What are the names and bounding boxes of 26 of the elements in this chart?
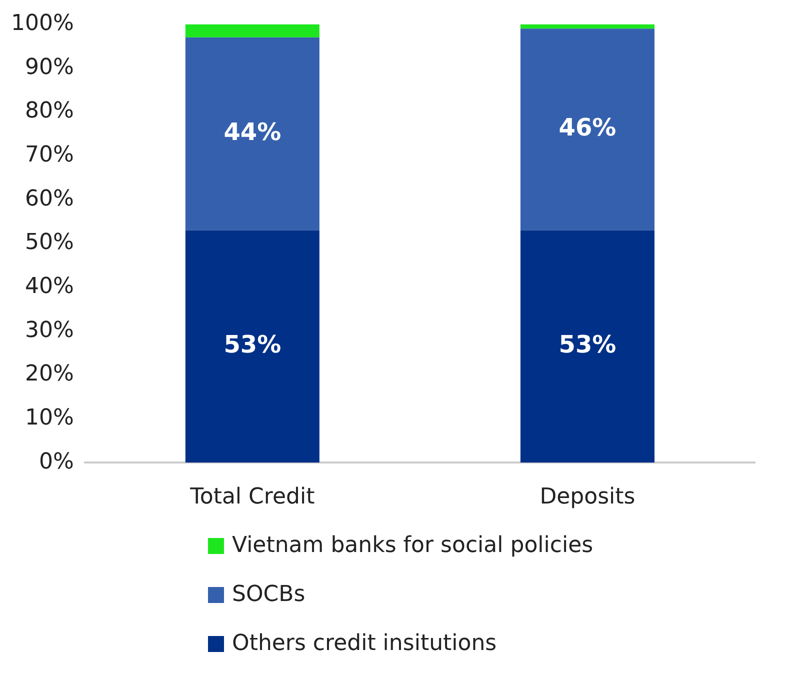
data-label: 53% <box>224 330 282 359</box>
legend-label: Vietnam banks for social policies <box>232 533 594 558</box>
bar <box>185 230 320 463</box>
y-tick-label: 50% <box>24 230 74 256</box>
y-tick-label: 70% <box>24 142 74 168</box>
bar <box>520 28 654 230</box>
bar <box>520 230 654 463</box>
bar <box>520 24 654 29</box>
y-tick-label: 10% <box>24 405 74 430</box>
bar <box>185 24 320 38</box>
data-label: 53% <box>558 330 616 359</box>
bar <box>185 37 320 230</box>
legend-label: SOCBs <box>232 582 306 607</box>
y-tick-label: 20% <box>24 362 74 387</box>
y-tick-label: 60% <box>24 186 74 212</box>
legend-label: Others credit insitutions <box>232 631 497 656</box>
y-tick-label: 40% <box>24 274 74 299</box>
y-tick-label: 80% <box>24 98 74 124</box>
y-tick-label: 100% <box>10 10 74 36</box>
data-label: 46% <box>558 114 616 142</box>
x-tick-label: Deposits <box>540 484 636 510</box>
y-tick-label: 0% <box>38 449 74 474</box>
y-tick-label: 30% <box>24 318 74 343</box>
x-tick-label: Total Credit <box>189 484 316 510</box>
y-tick-label: 90% <box>24 54 74 80</box>
data-label: 44% <box>224 118 282 146</box>
